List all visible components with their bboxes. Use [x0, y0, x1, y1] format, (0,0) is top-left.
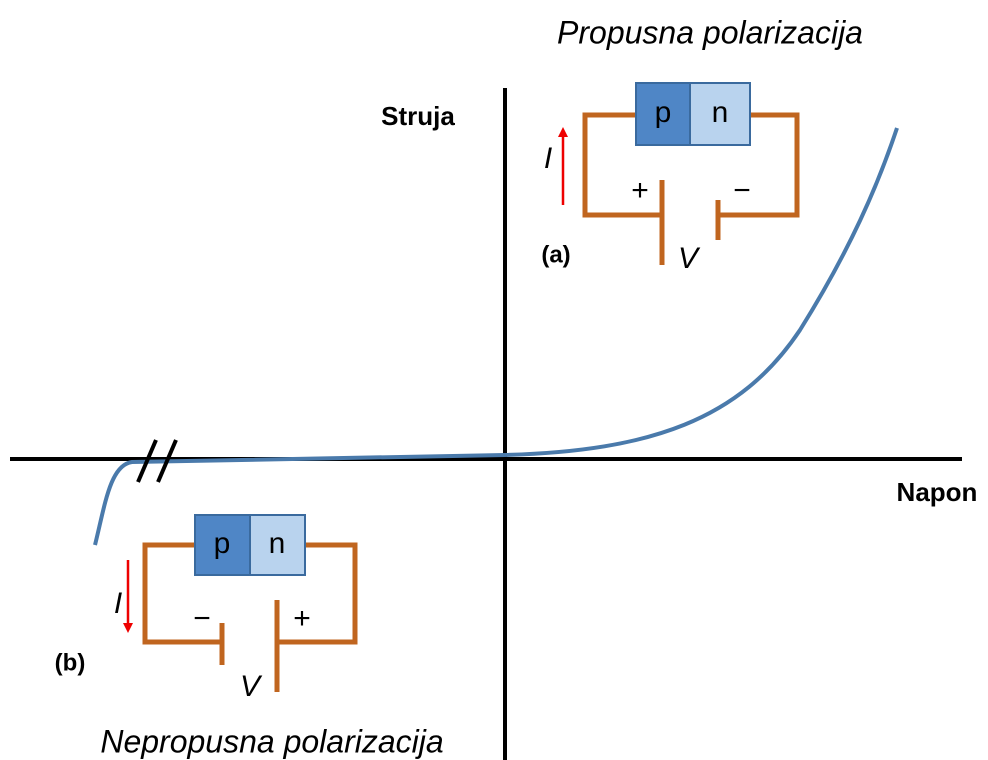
p-label: p: [214, 527, 231, 560]
circuit-label: (a): [541, 241, 570, 268]
p-region: [635, 82, 691, 146]
y-axis-label: Struja: [381, 101, 455, 131]
minus: −: [193, 602, 211, 635]
minus: −: [733, 174, 751, 207]
p-region: [194, 514, 251, 576]
break-mark: [156, 439, 178, 483]
plus: +: [293, 602, 311, 635]
circuit-label: (b): [55, 649, 86, 676]
n-label: n: [269, 527, 286, 560]
wire: [142, 542, 358, 645]
voltage-label: V: [678, 242, 701, 275]
p-label: p: [655, 96, 672, 129]
current-label: I: [544, 142, 552, 175]
voltage-label: V: [240, 670, 263, 703]
plus: +: [631, 174, 649, 207]
circuit-a: p n + − I (a) V: [541, 82, 800, 275]
iv-curve: [93, 127, 899, 546]
reverse-title: Nepropusna polarizacija: [100, 723, 443, 759]
n-region: [249, 514, 306, 576]
forward-title: Propusna polarizacija: [557, 14, 863, 50]
n-label: n: [712, 96, 729, 129]
current-label: I: [114, 587, 122, 620]
circuit-b: p n − + I (b) V: [55, 514, 358, 703]
wire: [582, 112, 800, 218]
x-axis-label: Napon: [897, 477, 978, 507]
break-mark: [136, 439, 158, 483]
n-region: [689, 82, 751, 146]
